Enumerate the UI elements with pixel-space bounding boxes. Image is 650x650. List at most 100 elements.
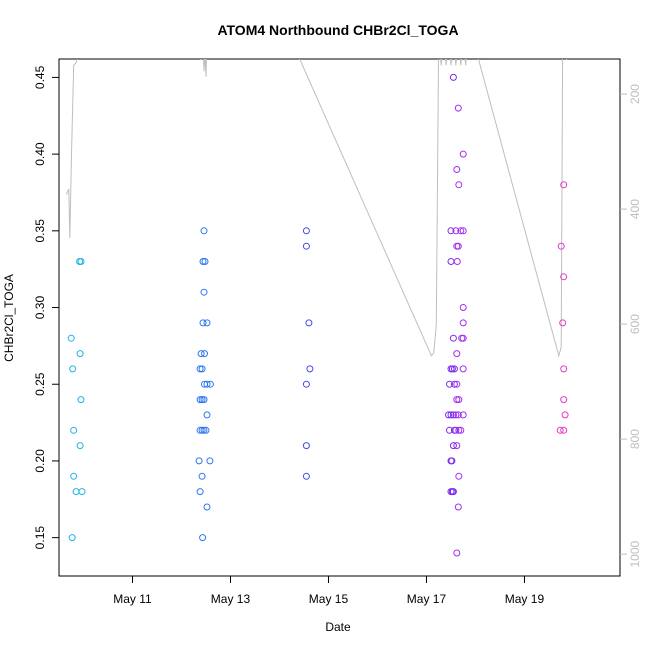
- data-point: [556, 426, 564, 434]
- data-point: [447, 227, 455, 235]
- data-point: [302, 472, 310, 480]
- data-point: [306, 365, 314, 373]
- data-point: [452, 227, 460, 235]
- data-point: [201, 258, 209, 265]
- data-point: [206, 457, 214, 465]
- data-point: [448, 457, 456, 465]
- data-point: [455, 181, 463, 189]
- data-point: [454, 503, 462, 511]
- secondary-series-line: [65, 59, 568, 358]
- data-point: [200, 396, 208, 404]
- x-tick-label: May 11: [113, 592, 152, 606]
- data-point: [197, 350, 205, 358]
- data-point: [459, 334, 467, 342]
- data-point: [454, 104, 462, 112]
- y2-tick-label: 800: [628, 429, 642, 449]
- data-point: [454, 411, 462, 419]
- y2-tick-label: 200: [628, 84, 642, 104]
- data-point: [450, 380, 458, 388]
- data-point: [76, 442, 84, 450]
- data-point: [195, 457, 203, 465]
- data-point: [199, 534, 207, 542]
- data-point: [72, 488, 80, 496]
- data-point: [559, 319, 567, 327]
- series-group: [302, 227, 314, 480]
- data-point: [200, 288, 208, 296]
- data-point: [200, 227, 208, 235]
- series-group: [67, 258, 86, 542]
- x-tick-label: May 13: [211, 592, 251, 606]
- y2-tick-label: 600: [628, 314, 642, 334]
- data-point: [198, 472, 206, 480]
- data-point: [203, 503, 211, 511]
- data-point: [450, 365, 458, 373]
- data-point: [447, 258, 455, 265]
- data-point: [199, 258, 207, 265]
- series-group: [556, 181, 569, 434]
- data-point: [561, 411, 569, 419]
- y-tick-label: 0.35: [33, 219, 47, 243]
- data-point: [206, 380, 214, 388]
- data-point: [457, 227, 465, 235]
- x-tick-label: May 17: [407, 592, 447, 606]
- data-point: [447, 411, 455, 419]
- scatter-points: [67, 73, 569, 557]
- data-point: [201, 350, 208, 358]
- y-tick-label: 0.40: [33, 142, 47, 166]
- data-point: [70, 426, 78, 434]
- data-point: [452, 426, 460, 434]
- secondary-y-axis: 200 400 600 800 1000: [620, 84, 642, 567]
- data-point: [560, 273, 568, 281]
- y-tick-label: 0.45: [33, 65, 47, 89]
- data-point: [459, 227, 467, 235]
- y-tick-label: 0.30: [33, 296, 47, 320]
- data-point: [560, 396, 568, 404]
- y-axis-label: CHBr2Cl_TOGA: [2, 274, 16, 362]
- data-point: [77, 258, 85, 265]
- data-point: [459, 304, 467, 311]
- data-point: [446, 380, 453, 388]
- data-point: [203, 411, 211, 419]
- data-point: [76, 350, 84, 358]
- y2-tick-label: 400: [628, 199, 642, 219]
- data-point: [459, 411, 467, 419]
- y-tick-label: 0.25: [33, 372, 47, 396]
- data-point: [196, 365, 204, 373]
- y-axis: 0.15 0.20 0.25 0.30 0.35 0.40 0.45: [33, 65, 59, 549]
- data-point: [70, 472, 78, 480]
- data-point: [198, 396, 206, 404]
- data-point: [459, 319, 467, 327]
- data-point: [305, 319, 313, 327]
- data-point: [198, 426, 206, 434]
- data-point: [449, 334, 457, 342]
- data-point: [459, 365, 467, 373]
- data-point: [452, 411, 460, 419]
- data-point: [560, 365, 568, 373]
- data-point: [200, 426, 208, 434]
- data-point: [445, 411, 452, 419]
- data-point: [198, 365, 206, 373]
- data-point: [202, 426, 210, 434]
- data-point: [449, 73, 457, 81]
- data-point: [302, 227, 310, 235]
- data-point: [453, 258, 461, 265]
- data-point: [455, 396, 463, 404]
- data-point: [199, 319, 207, 327]
- data-point: [453, 396, 461, 404]
- data-point: [69, 365, 77, 373]
- data-point: [453, 380, 461, 388]
- data-point: [196, 396, 204, 404]
- chart-title: ATOM4 Northbound CHBr2Cl_TOGA: [217, 22, 458, 38]
- data-point: [560, 426, 568, 434]
- series-group: [195, 227, 214, 542]
- data-point: [302, 380, 310, 388]
- data-point: [454, 242, 462, 250]
- data-point: [455, 426, 463, 434]
- series-group: [445, 73, 458, 496]
- data-point: [453, 350, 461, 358]
- data-point: [459, 150, 467, 158]
- series-group: [452, 104, 467, 557]
- data-point: [557, 242, 565, 250]
- y2-tick-label: 1000: [628, 540, 642, 567]
